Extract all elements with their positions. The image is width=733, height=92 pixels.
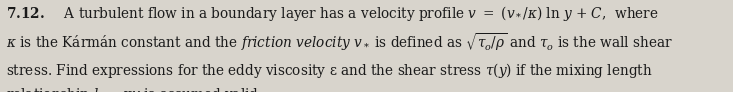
Text: $\mathbf{7.12.}$    A turbulent flow in a boundary layer has a velocity profile : $\mathbf{7.12.}$ A turbulent flow in a b…: [6, 4, 673, 92]
